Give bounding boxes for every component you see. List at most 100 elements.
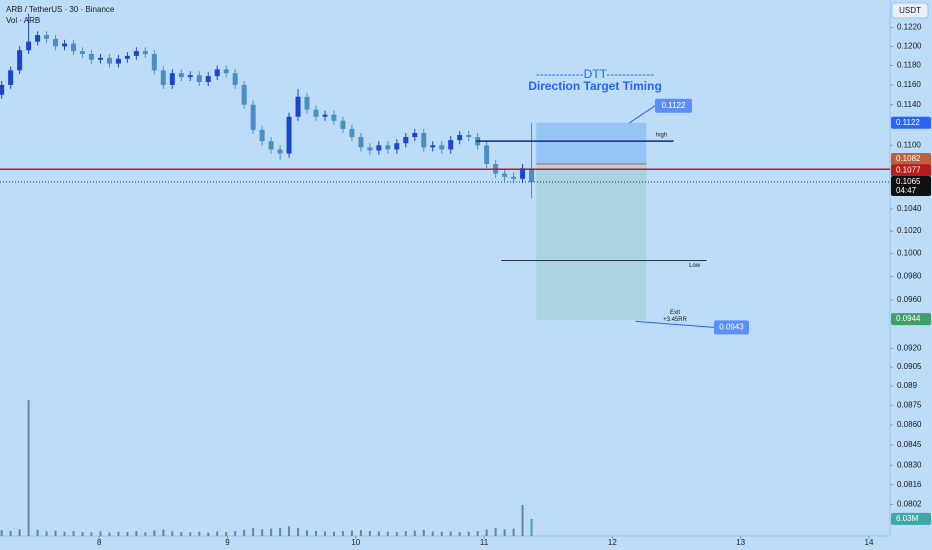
y-tick-label: 0.1040 [897, 204, 922, 213]
currency-label[interactable]: USDT [899, 6, 921, 15]
exit-text: Exit [670, 310, 680, 316]
volume-bar [503, 529, 506, 536]
volume-bar [350, 530, 353, 536]
volume-bar [306, 530, 309, 536]
annotation-title: ------------DTT------------ [536, 67, 655, 81]
y-tick-label: 0.1200 [897, 42, 922, 51]
y-tick-label: 0.0905 [897, 362, 922, 371]
candle-body [502, 173, 508, 177]
stop-callout-leader [629, 105, 656, 124]
y-tick-label: 0.0960 [897, 295, 922, 304]
price-tag-label: 0.0944 [896, 314, 921, 323]
candle-body [439, 145, 445, 150]
candle-body [448, 140, 454, 150]
volume-bar [234, 531, 237, 536]
volume-bar [297, 528, 300, 536]
volume-bar [521, 504, 524, 536]
candle-body [241, 84, 247, 105]
candle-body [17, 50, 23, 71]
x-tick-label: 13 [736, 538, 745, 547]
candle-body [412, 132, 418, 138]
volume-bar [0, 530, 3, 536]
candle-body [106, 57, 112, 64]
stop-callout [655, 98, 692, 113]
price-tag [891, 176, 931, 197]
candle-body [97, 57, 103, 60]
y-tick-label: 0.1180 [897, 61, 921, 70]
volume-bar [404, 531, 407, 536]
candle-body [35, 35, 41, 42]
x-tick-label: 14 [865, 538, 874, 547]
candle-body [160, 70, 166, 85]
price-tag [891, 153, 931, 166]
volume-bar [341, 531, 344, 536]
candle-body [331, 114, 337, 121]
volume-bar [413, 530, 416, 536]
volume-bar [99, 531, 102, 536]
y-tick-label: 0.0860 [897, 420, 922, 429]
candle-body [169, 73, 175, 85]
volume-bar [332, 531, 335, 536]
volume-bar [36, 529, 39, 536]
volume-tag [891, 512, 931, 525]
candle-body [340, 120, 346, 129]
candle-body [250, 104, 256, 130]
candle-body [394, 143, 400, 150]
volume-bar [198, 531, 201, 536]
candle-body [259, 129, 265, 142]
volume-tag-label: 6.03M [896, 514, 919, 523]
volume-bar [72, 531, 75, 536]
price-tag [891, 164, 931, 177]
x-tick-label: 8 [97, 538, 102, 547]
countdown: 04:47 [896, 186, 917, 195]
candle-body [142, 51, 148, 54]
price-tag-label: 0.1082 [896, 154, 921, 163]
volume-bar [126, 532, 129, 536]
volume-bar [225, 532, 228, 536]
candle-body [115, 58, 121, 64]
y-tick-label: 0.0845 [897, 440, 922, 449]
candle-body [286, 116, 292, 154]
volume-bar [440, 531, 443, 536]
price-tag-label: 0.1065 [896, 177, 921, 186]
candle-body [457, 135, 463, 141]
y-tick-label: 0.1000 [897, 249, 922, 258]
candle-body [268, 141, 274, 150]
volume-bar [485, 529, 488, 536]
y-tick-label: 0.089 [897, 381, 918, 390]
candle-body [385, 145, 391, 150]
price-tag [891, 313, 931, 326]
y-tick-label: 0.1100 [897, 140, 921, 149]
candle-body [124, 55, 130, 59]
volume-bar [252, 528, 255, 536]
candle-body [466, 135, 472, 138]
candle-body [403, 137, 409, 144]
volume-bar [386, 531, 389, 536]
stop-zone [536, 122, 647, 165]
target-callout [714, 320, 749, 335]
candle-body [358, 137, 364, 148]
x-tick-label: 10 [351, 538, 360, 547]
y-tick-label: 0.0830 [897, 460, 922, 469]
target-zone [536, 164, 647, 321]
candle-body [196, 75, 202, 82]
candle-body [187, 75, 193, 78]
volume-bar [279, 527, 282, 536]
y-tick-label: 0.0802 [897, 499, 922, 508]
stop-callout-label: 0.1122 [662, 101, 686, 110]
volume-bar [144, 532, 147, 536]
volume-bar [45, 531, 48, 536]
volume-bar [153, 530, 156, 536]
price-tag-label: 0.1122 [896, 118, 920, 127]
currency-button[interactable] [891, 2, 929, 19]
candle-body [511, 176, 517, 179]
volume-bar [377, 531, 380, 536]
candle-body [484, 145, 490, 165]
volume-bar [216, 531, 219, 536]
volume-bar [395, 532, 398, 536]
volume-bar [368, 530, 371, 536]
candle-body [295, 96, 301, 117]
candle-body [376, 145, 382, 151]
volume-bar [359, 530, 362, 536]
